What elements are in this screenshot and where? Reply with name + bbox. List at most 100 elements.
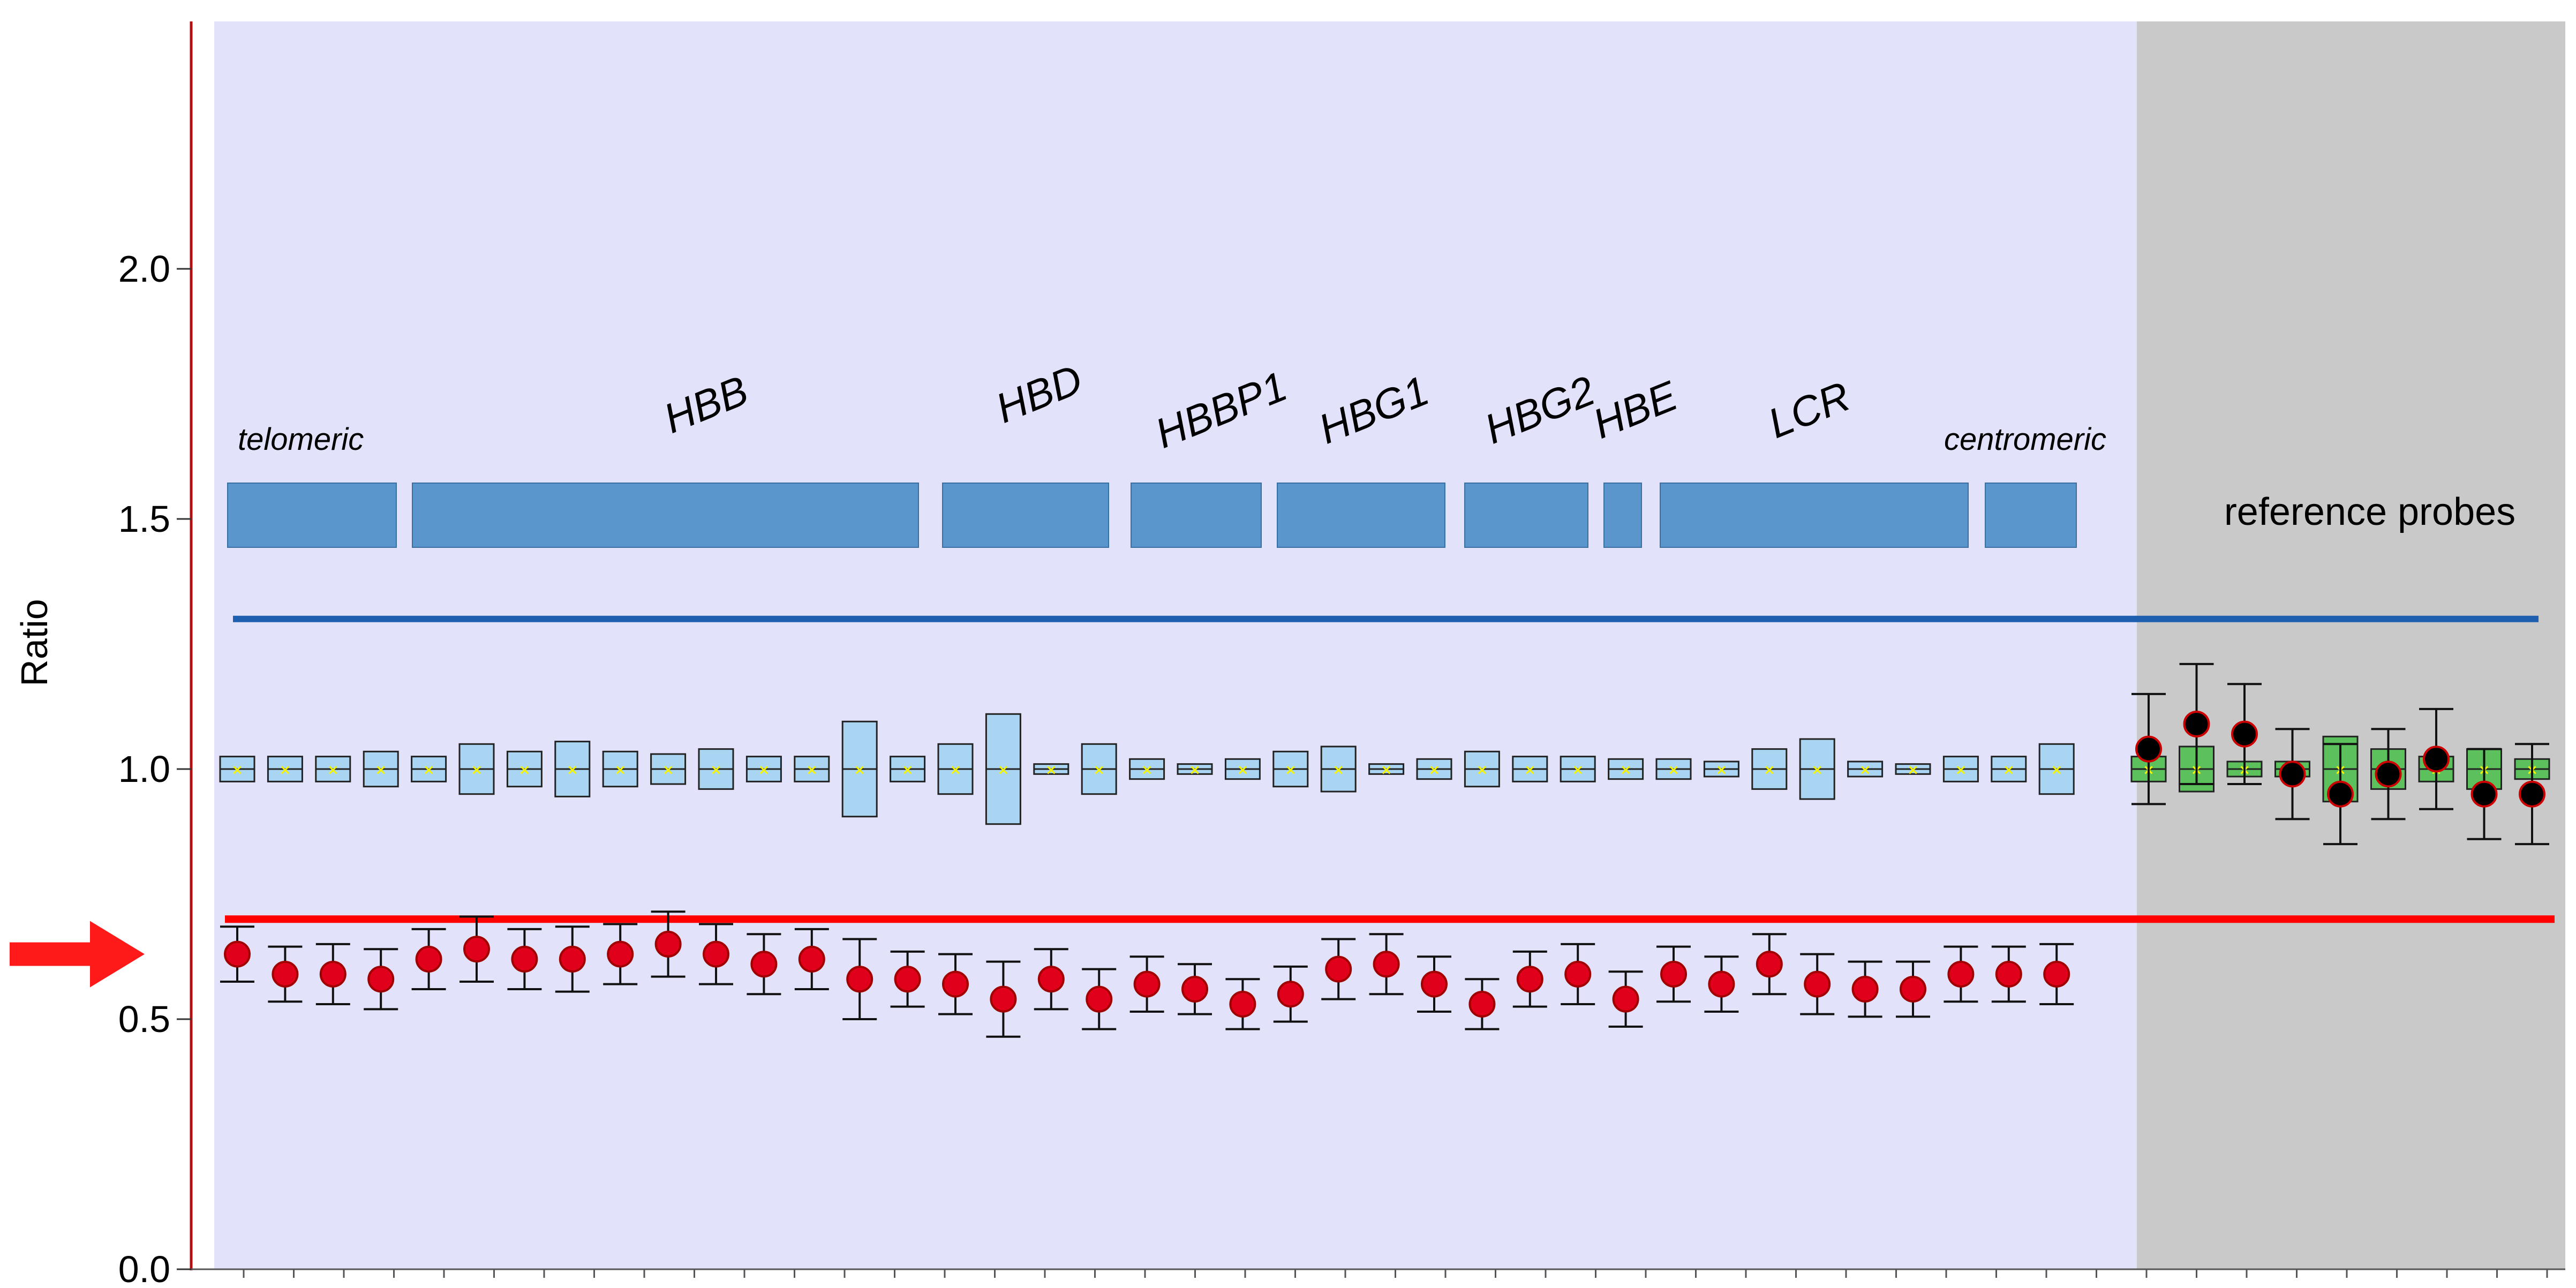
y-tick-label: 0.0 [118, 1248, 170, 1288]
y-tick-label: 0.5 [118, 998, 170, 1040]
control-box-mean-marker: × [567, 762, 578, 778]
patient-point [1612, 985, 1639, 1013]
reference-probes-label: reference probes [2224, 491, 2515, 533]
control-box-mean-marker: × [1045, 762, 1057, 778]
gene-region-bar [942, 483, 1109, 548]
control-box-mean-marker: × [806, 762, 818, 778]
patient-point [1804, 970, 1831, 998]
patient-point [319, 960, 347, 988]
gene-region-bar [227, 483, 397, 548]
patient-point [1516, 966, 1543, 993]
control-box-mean-marker: × [614, 762, 626, 778]
control-box-mean-marker: × [1285, 762, 1297, 778]
patient-point [894, 966, 921, 993]
reference-point [2327, 780, 2354, 808]
patient-point [1229, 990, 1256, 1018]
patient-point [1995, 960, 2022, 988]
reference-region-background [2137, 21, 2565, 1269]
control-box-mean-marker: × [2003, 762, 2015, 778]
reference-point [2423, 745, 2450, 773]
patient-point [846, 966, 873, 993]
reference-point [2183, 710, 2210, 737]
patient-point [1900, 975, 1926, 1003]
patient-point [942, 970, 969, 998]
control-box-mean-marker: × [471, 762, 483, 778]
patient-point [1325, 955, 1352, 983]
control-box-mean-marker: × [758, 762, 770, 778]
patient-point [1660, 960, 1687, 988]
control-box-mean-marker: × [280, 762, 291, 778]
patient-point [703, 940, 729, 968]
y-tick-label: 1.5 [118, 498, 170, 540]
control-box-mean-marker: × [375, 762, 387, 778]
patient-point [463, 936, 490, 963]
patient-point [1373, 951, 1400, 978]
patient-point [1037, 966, 1065, 993]
patient-point [1564, 960, 1592, 988]
control-box-mean-marker: × [854, 762, 865, 778]
control-box-mean-marker: × [1907, 762, 1919, 778]
control-box-mean-marker: × [1764, 762, 1775, 778]
control-box-mean-marker: × [519, 762, 531, 778]
reference-point [2375, 760, 2402, 788]
indicator-arrow-shaft [10, 942, 93, 966]
patient-point [2043, 960, 2070, 988]
control-box-mean-marker: × [1332, 762, 1344, 778]
control-box-mean-marker: × [327, 762, 339, 778]
patient-point [367, 966, 395, 993]
region-label-centromeric: centromeric [1944, 422, 2106, 457]
control-box-mean-marker: × [1524, 762, 1536, 778]
reference-point [2231, 720, 2258, 748]
control-box-mean-marker: × [1859, 762, 1871, 778]
patient-point [511, 945, 538, 973]
control-box-mean-marker: × [1477, 762, 1488, 778]
patient-point [1133, 970, 1161, 998]
gene-region-bar [1277, 483, 1445, 548]
patient-point [559, 945, 586, 973]
patient-point [224, 940, 251, 968]
y-tick-label: 1.0 [118, 748, 170, 790]
y-tick-label: 2.0 [118, 248, 170, 290]
gene-region-bar [412, 483, 919, 548]
control-box-mean-marker: × [1572, 762, 1584, 778]
patient-point [1086, 985, 1113, 1013]
gene-region-bar [1464, 483, 1588, 548]
control-box-mean-marker: × [1381, 762, 1392, 778]
patient-point [1421, 970, 1448, 998]
gene-region-bar [1985, 483, 2077, 548]
reference-point [2135, 735, 2162, 763]
patient-point [1277, 981, 1304, 1008]
control-box-mean-marker: × [423, 762, 435, 778]
control-box-mean-marker: × [1189, 762, 1201, 778]
control-box-mean-marker: × [1668, 762, 1679, 778]
control-box-mean-marker: × [231, 762, 243, 778]
control-box-mean-marker: × [1620, 762, 1632, 778]
patient-point [798, 945, 825, 973]
control-box-mean-marker: × [2051, 762, 2062, 778]
control-box-mean-marker: × [1141, 762, 1153, 778]
gene-region-bar [1131, 483, 1262, 548]
patient-point [1708, 970, 1735, 998]
patient-point [1756, 951, 1783, 978]
patient-point [1947, 960, 1975, 988]
control-box-mean-marker: × [710, 762, 722, 778]
patient-point [1468, 990, 1496, 1018]
patient-point [654, 930, 682, 958]
control-box-mean-marker: × [902, 762, 914, 778]
patient-point [750, 951, 778, 978]
region-label-telomeric: telomeric [238, 422, 364, 457]
control-box-mean-marker: × [1237, 762, 1249, 778]
control-box-mean-marker: × [1955, 762, 1967, 778]
control-box-mean-marker: × [950, 762, 961, 778]
control-box-mean-marker: × [1811, 762, 1823, 778]
patient-point [990, 985, 1017, 1013]
control-box-mean-marker: × [1093, 762, 1105, 778]
y-axis-title: Ratio [13, 599, 55, 686]
reference-point [2470, 780, 2498, 808]
indicator-arrow-head [90, 921, 145, 988]
probe-region-background [214, 21, 2137, 1269]
patient-point [415, 945, 442, 973]
reference-point [2279, 760, 2306, 788]
gene-region-bar [1660, 483, 1969, 548]
